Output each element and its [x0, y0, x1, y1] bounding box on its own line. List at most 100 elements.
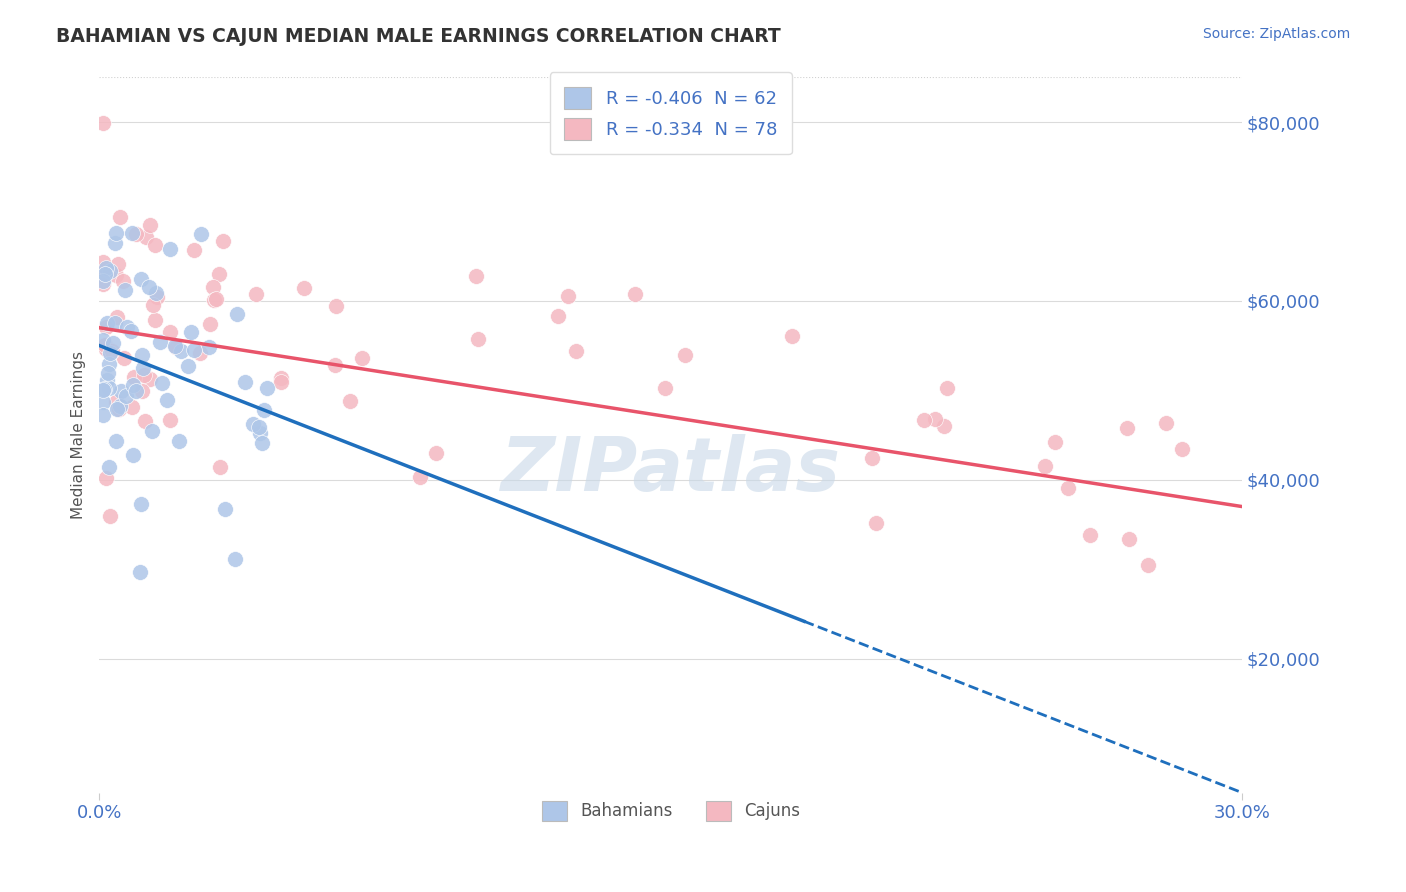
- Point: [96, 471, 118, 485]
- Point: [96, 260, 118, 275]
- Point: [104, 235, 127, 250]
- Point: [183, 244, 205, 258]
- Point: [112, 351, 135, 366]
- Point: [165, 340, 187, 354]
- Point: [125, 227, 148, 241]
- Point: [198, 340, 221, 354]
- Point: [98, 264, 121, 278]
- Point: [91, 254, 114, 268]
- Point: [176, 359, 198, 373]
- Point: [104, 316, 127, 330]
- Point: [935, 381, 957, 395]
- Point: [115, 389, 138, 403]
- Point: [188, 346, 211, 360]
- Point: [145, 285, 167, 300]
- Point: [212, 234, 235, 248]
- Point: [91, 274, 114, 288]
- Point: [101, 336, 124, 351]
- Point: [467, 332, 489, 346]
- Point: [167, 434, 190, 449]
- Point: [159, 413, 181, 427]
- Point: [1137, 558, 1160, 572]
- Point: [96, 319, 118, 334]
- Point: [98, 345, 121, 359]
- Point: [91, 339, 114, 353]
- Point: [1115, 421, 1137, 435]
- Point: [408, 470, 430, 484]
- Point: [120, 325, 142, 339]
- Point: [156, 392, 179, 407]
- Point: [1118, 532, 1140, 546]
- Point: [139, 218, 162, 232]
- Point: [96, 316, 118, 330]
- Point: [98, 509, 121, 524]
- Point: [924, 411, 946, 425]
- Point: [91, 333, 114, 347]
- Point: [339, 394, 361, 409]
- Point: [138, 280, 160, 294]
- Point: [110, 384, 132, 398]
- Point: [865, 516, 887, 530]
- Point: [105, 226, 128, 240]
- Point: [547, 310, 569, 324]
- Point: [780, 328, 803, 343]
- Point: [247, 420, 270, 434]
- Point: [204, 292, 226, 306]
- Point: [145, 290, 167, 304]
- Point: [623, 286, 645, 301]
- Point: [163, 339, 186, 353]
- Point: [97, 460, 120, 475]
- Point: [105, 401, 128, 416]
- Point: [122, 378, 145, 392]
- Point: [131, 384, 153, 398]
- Point: [112, 274, 135, 288]
- Point: [325, 299, 347, 313]
- Point: [122, 448, 145, 462]
- Point: [143, 312, 166, 326]
- Point: [180, 326, 202, 340]
- Point: [159, 243, 181, 257]
- Point: [150, 376, 173, 390]
- Point: [270, 375, 292, 389]
- Point: [132, 368, 155, 383]
- Point: [108, 401, 131, 416]
- Point: [425, 446, 447, 460]
- Point: [250, 436, 273, 450]
- Point: [101, 343, 124, 358]
- Point: [209, 459, 232, 474]
- Point: [131, 361, 153, 376]
- Point: [97, 357, 120, 371]
- Point: [208, 267, 231, 281]
- Legend: Bahamians, Cajuns: Bahamians, Cajuns: [529, 788, 813, 834]
- Point: [131, 272, 153, 286]
- Point: [105, 434, 128, 449]
- Point: [198, 317, 221, 331]
- Point: [170, 343, 193, 358]
- Point: [654, 382, 676, 396]
- Point: [122, 370, 145, 384]
- Point: [104, 395, 127, 409]
- Point: [91, 394, 114, 409]
- Point: [143, 238, 166, 252]
- Point: [214, 501, 236, 516]
- Point: [97, 366, 120, 380]
- Point: [91, 408, 114, 422]
- Point: [134, 414, 156, 428]
- Point: [465, 269, 488, 284]
- Point: [1171, 442, 1194, 456]
- Point: [233, 375, 256, 389]
- Point: [142, 298, 165, 312]
- Point: [204, 293, 226, 307]
- Point: [245, 287, 267, 301]
- Point: [105, 310, 128, 325]
- Point: [104, 268, 127, 282]
- Point: [121, 400, 143, 414]
- Point: [97, 381, 120, 395]
- Point: [270, 371, 292, 385]
- Point: [129, 566, 152, 580]
- Point: [159, 325, 181, 339]
- Point: [139, 372, 162, 386]
- Point: [135, 230, 157, 244]
- Point: [149, 334, 172, 349]
- Point: [934, 418, 956, 433]
